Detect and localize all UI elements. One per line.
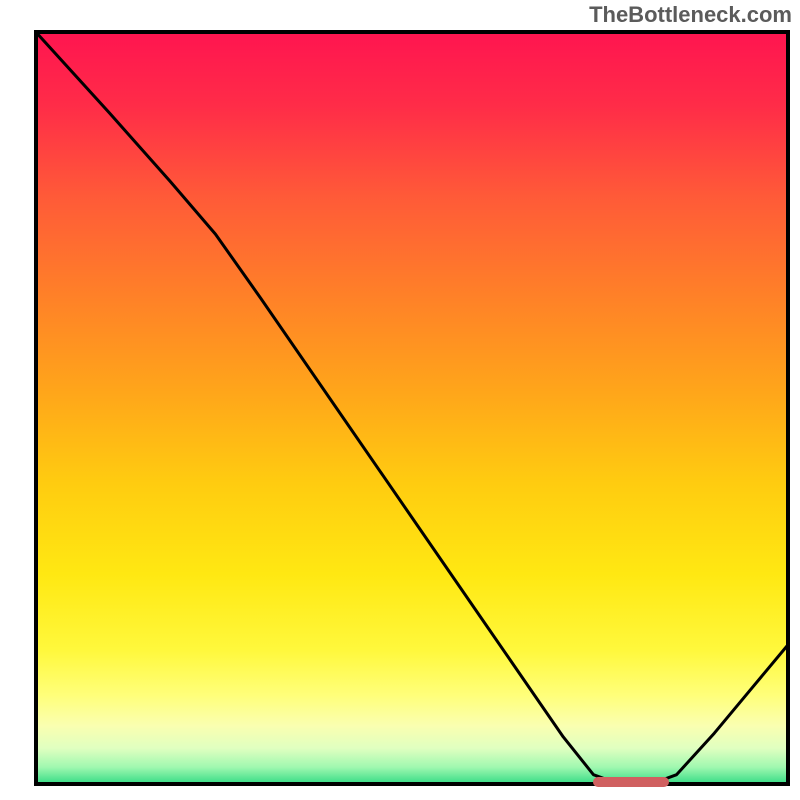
minimum-marker — [593, 777, 669, 787]
plot-frame — [34, 30, 790, 786]
watermark-text: TheBottleneck.com — [589, 2, 792, 28]
chart-container: TheBottleneck.com — [0, 0, 800, 800]
